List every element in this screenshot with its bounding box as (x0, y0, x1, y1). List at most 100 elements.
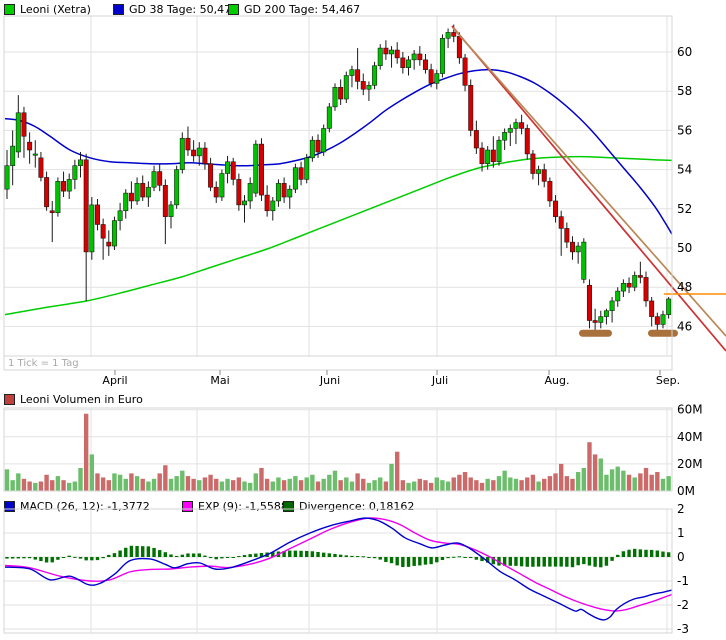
divergence-bar (220, 557, 224, 559)
candle (151, 165, 157, 192)
candle-body-up (117, 210, 123, 221)
volume-bar (112, 473, 117, 491)
divergence-bar (587, 557, 592, 566)
divergence-bar (163, 552, 168, 557)
volume-layer (4, 413, 671, 491)
candle-body-up (10, 145, 16, 166)
candle-body-up (632, 275, 638, 288)
candle-body-up (123, 192, 129, 212)
candle-body-up (168, 204, 174, 217)
candle (383, 40, 389, 60)
divergence-bar (338, 554, 343, 557)
candle-body-up (270, 200, 276, 212)
volume-bar (666, 476, 671, 491)
volume-bar (293, 476, 298, 491)
candle-body-up (292, 167, 298, 190)
candle-body-up (55, 181, 61, 214)
candle-body-down (44, 177, 50, 208)
candle (377, 44, 383, 70)
candle (445, 28, 451, 49)
candle-body-down (360, 81, 366, 90)
candle-body-down (185, 137, 191, 151)
candle-body-down (140, 183, 146, 198)
divergence-bar (50, 557, 54, 563)
divergence-bar (627, 549, 631, 557)
volume-bar (513, 478, 519, 491)
volume-bar (491, 480, 496, 491)
candle-body-down (451, 32, 457, 37)
divergence-bar (56, 557, 60, 560)
macd-swatch (4, 500, 15, 512)
candle-body-up (15, 112, 21, 153)
tick-scale-note: 1 Tick = 1 Tag (8, 358, 79, 369)
volume-bar (581, 467, 587, 491)
volume-bar (95, 473, 100, 491)
divergence-bar (638, 549, 643, 557)
divergence-bar (644, 549, 648, 557)
candle-body-down (569, 241, 575, 253)
candle-body-down (100, 224, 106, 239)
divergence-bar (112, 553, 117, 557)
candle (422, 53, 428, 74)
divergence-bar (293, 550, 298, 557)
candle-body-down (490, 149, 496, 163)
divergence-bar (146, 546, 151, 557)
candle-body-down (191, 149, 197, 157)
divergence-bar (135, 545, 139, 557)
candle (615, 287, 621, 307)
candle-body-down (281, 183, 287, 198)
divergence-bar (406, 557, 411, 567)
candle-body-up (89, 204, 95, 253)
candle-body-up (225, 161, 231, 174)
candle (598, 310, 604, 329)
volume-bar (129, 473, 134, 491)
candle (569, 236, 575, 260)
candle (400, 52, 406, 74)
divergence-bar (157, 550, 162, 557)
axis-label: 1 (677, 526, 685, 540)
volume-bar (140, 478, 145, 491)
divergence-bar (491, 557, 496, 565)
candle-body-up (603, 310, 609, 317)
divergence-bar (124, 547, 128, 557)
candle (242, 195, 248, 223)
divergence-bar (288, 550, 292, 557)
volume-bar (287, 478, 292, 491)
volume-bar (180, 470, 185, 491)
divergence-bar (576, 557, 580, 566)
volume-bar (428, 482, 434, 491)
volume-legend: Leoni Volumen in Euro (0, 392, 726, 406)
divergence-bar (67, 555, 71, 557)
divergence-bar (180, 554, 185, 557)
volume-bar (219, 481, 225, 491)
candle-body-up (247, 183, 253, 202)
divergence-bar (401, 557, 405, 568)
candle-body-up (275, 183, 281, 202)
candle (168, 200, 174, 229)
candle-body-down (558, 216, 564, 229)
candle (83, 153, 89, 301)
candle (513, 118, 519, 145)
volume-bar (16, 473, 21, 491)
candle (61, 171, 67, 198)
volume-bar (321, 478, 326, 491)
candle (434, 69, 440, 90)
candle-body-up (372, 65, 378, 86)
volume-bar (468, 477, 473, 491)
divergence-bar (502, 557, 507, 566)
divergence-bar (248, 554, 252, 557)
candle-body-down (38, 157, 44, 178)
candle (473, 120, 479, 154)
candle-body-down (530, 153, 536, 174)
axis-label: -3 (677, 622, 689, 636)
volume-bar (383, 481, 389, 491)
macd-layer (4, 517, 673, 621)
divergence-bar (344, 555, 348, 557)
candle (660, 310, 666, 329)
candle-body-down (462, 57, 468, 86)
divergence-bar (44, 557, 49, 563)
volume-bar (50, 480, 55, 491)
candle (496, 136, 502, 166)
volume-bar (174, 476, 179, 491)
candle (654, 312, 660, 331)
